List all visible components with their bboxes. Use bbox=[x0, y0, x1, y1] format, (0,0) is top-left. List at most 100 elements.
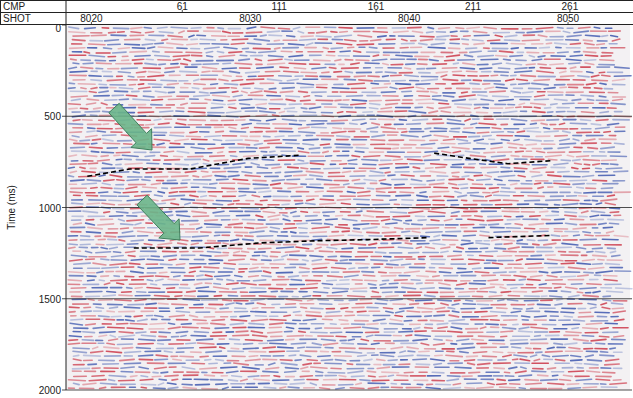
texture-stroke bbox=[86, 219, 93, 221]
texture-stroke bbox=[109, 31, 116, 33]
texture-stroke bbox=[340, 163, 347, 165]
texture-stroke bbox=[464, 35, 471, 37]
texture-stroke bbox=[434, 235, 440, 236]
texture-stroke bbox=[461, 227, 467, 229]
texture-stroke bbox=[132, 58, 143, 60]
texture-stroke bbox=[162, 199, 175, 201]
texture-stroke bbox=[90, 168, 96, 170]
texture-stroke bbox=[474, 43, 484, 44]
texture-stroke bbox=[71, 96, 87, 97]
texture-stroke bbox=[469, 163, 475, 165]
texture-stroke bbox=[433, 191, 449, 193]
texture-stroke bbox=[538, 63, 546, 65]
texture-stroke bbox=[603, 227, 612, 229]
texture-stroke bbox=[417, 195, 427, 197]
texture-stroke bbox=[422, 227, 438, 229]
texture-stroke bbox=[511, 47, 518, 49]
texture-stroke bbox=[149, 239, 165, 241]
texture-stroke bbox=[573, 160, 581, 161]
texture-stroke bbox=[154, 126, 171, 128]
texture-stroke bbox=[87, 180, 100, 181]
texture-stroke bbox=[192, 186, 199, 188]
texture-stroke bbox=[320, 203, 336, 204]
texture-stroke bbox=[179, 228, 194, 230]
texture-stroke bbox=[483, 83, 490, 85]
texture-stroke bbox=[374, 80, 389, 82]
texture-stroke bbox=[129, 84, 135, 86]
texture-stroke bbox=[189, 107, 206, 109]
texture-stroke bbox=[517, 79, 528, 80]
texture-stroke bbox=[335, 227, 349, 228]
texture-stroke bbox=[523, 156, 534, 158]
texture-stroke bbox=[462, 79, 471, 81]
texture-stroke bbox=[431, 219, 439, 221]
texture-stroke bbox=[578, 103, 593, 105]
texture-stroke bbox=[443, 92, 455, 94]
texture-stroke bbox=[483, 192, 490, 194]
texture-stroke bbox=[596, 171, 608, 173]
texture-stroke bbox=[170, 132, 184, 134]
texture-stroke bbox=[350, 175, 365, 177]
texture-stroke bbox=[177, 47, 187, 49]
texture-stroke bbox=[278, 27, 289, 29]
texture-stroke bbox=[600, 112, 608, 113]
texture-stroke bbox=[566, 223, 577, 224]
texture-stroke bbox=[408, 27, 422, 29]
texture-stroke bbox=[464, 211, 477, 213]
texture-stroke bbox=[217, 247, 226, 249]
texture-stroke bbox=[304, 95, 310, 97]
texture-stroke bbox=[532, 43, 543, 45]
texture-stroke bbox=[551, 55, 565, 57]
texture-stroke bbox=[101, 219, 113, 221]
texture-stroke bbox=[469, 136, 480, 138]
texture-stroke bbox=[70, 131, 82, 133]
texture-stroke bbox=[151, 104, 162, 106]
texture-stroke bbox=[301, 211, 308, 213]
texture-stroke bbox=[73, 127, 83, 129]
texture-stroke bbox=[385, 124, 391, 126]
texture-stroke bbox=[170, 135, 184, 136]
texture-stroke bbox=[599, 64, 614, 66]
texture-stroke bbox=[245, 211, 260, 213]
texture-stroke bbox=[229, 151, 235, 153]
texture-stroke bbox=[229, 51, 242, 53]
texture-stroke bbox=[410, 80, 419, 82]
texture-stroke bbox=[186, 74, 198, 76]
texture-stroke bbox=[228, 103, 235, 105]
texture-stroke bbox=[203, 186, 215, 189]
texture-stroke bbox=[392, 242, 401, 244]
texture-stroke bbox=[264, 91, 276, 92]
texture-stroke bbox=[198, 143, 215, 145]
texture-stroke bbox=[442, 235, 456, 237]
texture-stroke bbox=[298, 148, 304, 149]
texture-stroke bbox=[562, 235, 568, 237]
texture-stroke bbox=[427, 107, 433, 108]
texture-stroke bbox=[394, 124, 403, 126]
texture-stroke bbox=[161, 155, 168, 157]
texture-stroke bbox=[581, 95, 594, 97]
texture-stroke bbox=[365, 62, 379, 64]
texture-stroke bbox=[427, 122, 444, 124]
texture-stroke bbox=[554, 228, 567, 230]
texture-stroke bbox=[89, 147, 102, 149]
texture-stroke bbox=[489, 163, 503, 165]
texture-stroke bbox=[574, 146, 582, 148]
texture-stroke bbox=[467, 27, 480, 28]
texture-stroke bbox=[91, 88, 97, 89]
texture-stroke bbox=[379, 164, 392, 165]
texture-stroke bbox=[492, 131, 504, 133]
texture-stroke bbox=[104, 211, 110, 214]
texture-stroke bbox=[341, 107, 353, 109]
texture-stroke bbox=[381, 243, 388, 245]
texture-stroke bbox=[223, 75, 231, 76]
texture-stroke bbox=[154, 119, 161, 120]
texture-stroke bbox=[504, 128, 519, 130]
texture-stroke bbox=[127, 179, 138, 181]
texture-stroke bbox=[507, 143, 522, 145]
texture-stroke bbox=[145, 155, 155, 157]
texture-stroke bbox=[303, 244, 312, 246]
texture-stroke bbox=[150, 131, 166, 133]
texture-stroke bbox=[484, 118, 493, 120]
texture-stroke bbox=[270, 151, 275, 153]
texture-stroke bbox=[372, 135, 385, 137]
